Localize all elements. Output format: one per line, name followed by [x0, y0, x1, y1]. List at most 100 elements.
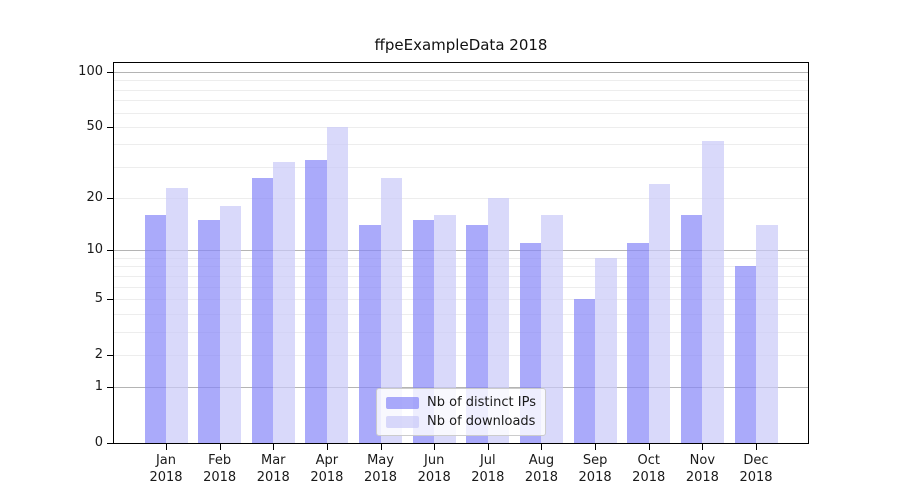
x-label-month: May [367, 453, 394, 468]
minor-gridline [114, 354, 808, 356]
x-label-month: Mar [261, 453, 286, 468]
x-label-year: 2018 [363, 470, 398, 485]
bar-downloads-sep [595, 257, 617, 443]
bar-distinct-ips-may [359, 225, 381, 443]
x-axis-tick-nov [702, 444, 704, 450]
y-axis-tick-label-100: 100 [78, 64, 103, 80]
bar-distinct-ips-feb [198, 220, 220, 443]
major-gridline [114, 250, 808, 252]
x-axis-tick-label-aug: Aug 2018 [509, 452, 573, 486]
legend-swatch-downloads [386, 415, 420, 428]
legend-entry-downloads: Nb of downloads [386, 412, 536, 431]
x-axis-tick-label-feb: Feb 2018 [188, 452, 252, 486]
minor-gridline [114, 112, 808, 114]
x-label-year: 2018 [471, 470, 505, 485]
x-label-year: 2018 [417, 470, 451, 485]
x-label-year: 2018 [310, 470, 344, 485]
y-axis-tick-20 [107, 198, 113, 200]
x-label-year: 2018 [685, 470, 719, 485]
x-axis-tick-label-mar: Mar 2018 [241, 452, 305, 486]
y-axis-tick-label-50: 50 [86, 118, 103, 134]
x-label-month: Jun [424, 453, 445, 468]
minor-gridline [114, 126, 808, 128]
bar-distinct-ips-jun [412, 220, 435, 443]
minor-gridline [114, 298, 808, 300]
minor-gridline [114, 144, 808, 146]
y-axis-tick-1 [107, 387, 113, 389]
x-label-month: Sep [582, 453, 608, 468]
bar-downloads-jul [487, 198, 510, 443]
y-axis-tick-label-1: 1 [94, 379, 103, 395]
x-axis-tick-oct [648, 444, 650, 450]
bar-distinct-ips-sep [573, 298, 596, 443]
bar-distinct-ips-oct [627, 243, 649, 443]
x-label-year: 2018 [203, 470, 237, 485]
x-axis-tick-may [380, 444, 382, 450]
bar-distinct-ips-dec [734, 266, 756, 443]
x-label-month: Oct [637, 453, 660, 468]
bar-distinct-ips-nov [680, 215, 703, 443]
legend-entry-distinct-ips: Nb of distinct IPs [386, 393, 536, 412]
minor-gridline [114, 198, 808, 200]
y-axis-tick-5 [107, 298, 113, 300]
minor-gridline [114, 257, 808, 259]
y-axis-tick-label-20: 20 [86, 190, 103, 206]
x-axis-tick-jul [487, 444, 489, 450]
bar-downloads-may [380, 178, 403, 443]
bar-downloads-jan [166, 187, 188, 443]
major-gridline [114, 72, 808, 74]
x-label-year: 2018 [739, 470, 773, 485]
x-axis-tick-label-oct: Oct 2018 [617, 452, 681, 486]
minor-gridline [114, 89, 808, 91]
minor-gridline [114, 266, 808, 268]
x-label-month: Jan [155, 453, 177, 468]
x-axis-tick-label-jan: Jan 2018 [134, 452, 198, 486]
x-label-month: Apr [315, 453, 339, 468]
major-gridline [114, 387, 808, 389]
x-axis-tick-label-dec: Dec 2018 [724, 452, 788, 486]
x-label-year: 2018 [632, 470, 666, 485]
minor-gridline [114, 313, 808, 315]
bar-downloads-apr [326, 126, 349, 443]
x-label-year: 2018 [524, 470, 558, 485]
legend-swatch-distinct-ips [386, 396, 420, 409]
x-label-year: 2018 [149, 470, 183, 485]
minor-gridline [114, 80, 808, 82]
x-axis-tick-label-jul: Jul 2018 [456, 452, 520, 486]
x-axis-tick-label-sep: Sep 2018 [563, 452, 627, 486]
bar-distinct-ips-apr [305, 159, 327, 443]
bar-distinct-ips-mar [251, 178, 274, 443]
y-axis-tick-10 [107, 250, 113, 252]
y-axis-tick-label-10: 10 [86, 242, 103, 258]
x-axis-tick-sep [595, 444, 597, 450]
bar-downloads-dec [756, 225, 778, 443]
bar-downloads-nov [702, 140, 724, 443]
x-axis-tick-dec [756, 444, 757, 450]
x-label-year: 2018 [578, 470, 612, 485]
bar-downloads-aug [541, 215, 563, 443]
minor-gridline [114, 166, 808, 168]
bar-downloads-mar [273, 161, 295, 443]
x-label-year: 2018 [256, 470, 290, 485]
x-label-month: Feb [208, 453, 232, 468]
legend-label-distinct-ips: Nb of distinct IPs [427, 395, 536, 410]
x-axis-tick-apr [326, 444, 328, 450]
x-axis-tick-label-apr: Apr 2018 [295, 452, 359, 486]
y-axis-tick-label-0: 0 [94, 435, 103, 450]
x-label-month: Aug [528, 453, 555, 468]
y-axis-tick-label-2: 2 [94, 346, 103, 362]
x-axis-tick-feb [219, 444, 221, 450]
y-axis-tick-0 [107, 443, 113, 444]
minor-gridline [114, 286, 808, 288]
x-label-month: Nov [689, 453, 716, 468]
x-label-month: Jul [479, 453, 496, 468]
bar-downloads-feb [219, 206, 242, 443]
x-axis-tick-label-nov: Nov 2018 [670, 452, 734, 486]
x-axis-tick-label-may: May 2018 [349, 452, 413, 486]
y-axis-tick-100 [107, 72, 113, 74]
x-axis-tick-aug [541, 444, 543, 450]
x-axis-tick-label-jun: Jun 2018 [402, 452, 466, 486]
minor-gridline [114, 331, 808, 333]
bar-distinct-ips-jan [144, 215, 166, 443]
